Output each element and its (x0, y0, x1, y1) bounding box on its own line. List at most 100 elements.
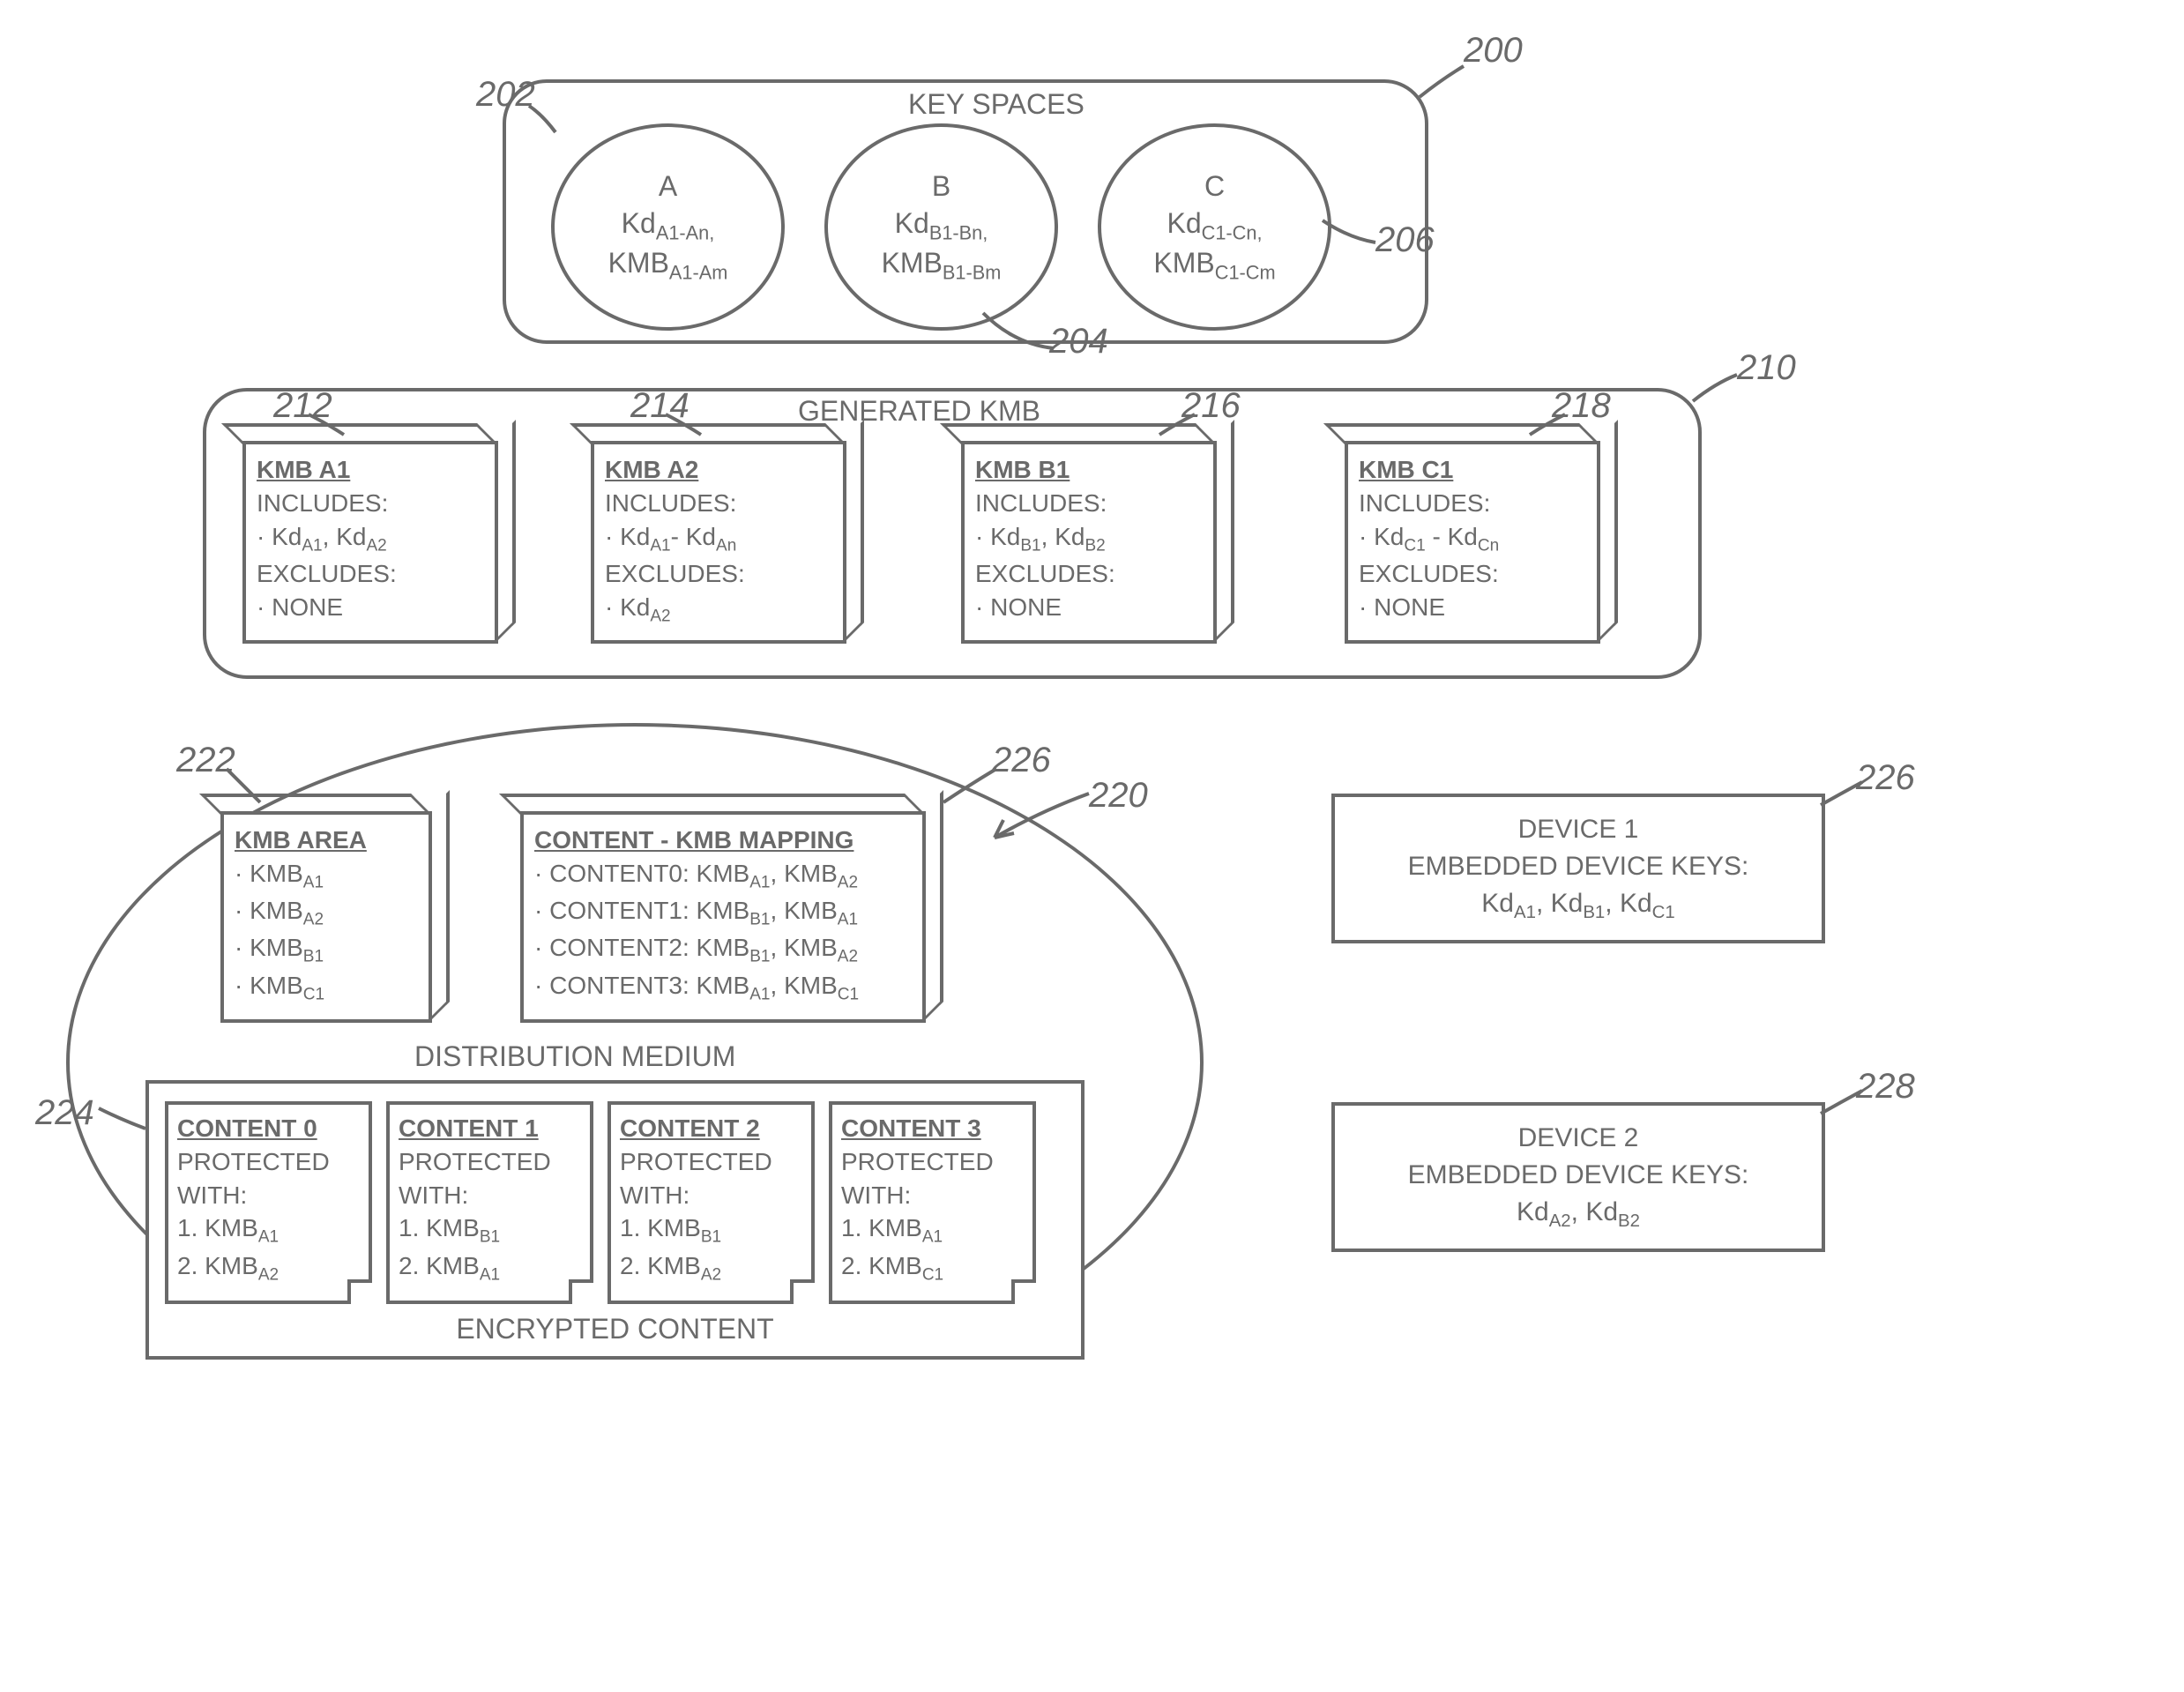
content-3-b: 2. KMBC1 (841, 1249, 1024, 1286)
leader-226a (939, 767, 1001, 807)
kmb-a2-box: KMB A2 INCLUDES: · KdA1- KdAn EXCLUDES: … (591, 423, 864, 644)
content-2-p: PROTECTED (620, 1145, 802, 1179)
content-3-w: WITH: (841, 1179, 1024, 1212)
kmb-a2-title: KMB A2 (605, 453, 832, 487)
kmb-area-i0: · KMBA1 (235, 857, 418, 894)
device-2-keys: KdA2, KdB2 (1361, 1194, 1795, 1234)
kmb-area-i2: · KMBB1 (235, 931, 418, 968)
distribution-title: DISTRIBUTION MEDIUM (414, 1040, 735, 1073)
content-1-w: WITH: (399, 1179, 581, 1212)
kmb-a1-inc: INCLUDES: (257, 487, 484, 520)
keyspace-b-line1: KdB1-Bn, (895, 205, 988, 246)
kmb-a1-i1: · KdA1, KdA2 (257, 520, 484, 557)
keyspace-c: C KdC1-Cn, KMBC1-Cm (1098, 123, 1331, 331)
kmb-b1-i1: · KdB1, KdB2 (975, 520, 1203, 557)
keyspace-c-line2: KMBC1-Cm (1153, 245, 1275, 286)
kmb-b1-title: KMB B1 (975, 453, 1203, 487)
map-r3: · CONTENT3: KMBA1, KMBC1 (534, 969, 912, 1006)
content-2-title: CONTENT 2 (620, 1112, 802, 1145)
content-3-title: CONTENT 3 (841, 1112, 1024, 1145)
content-1-b: 2. KMBA1 (399, 1249, 581, 1286)
map-r0: · CONTENT0: KMBA1, KMBA2 (534, 857, 912, 894)
kmb-a2-inc: INCLUDES: (605, 487, 832, 520)
content-3: CONTENT 3 PROTECTED WITH: 1. KMBA1 2. KM… (829, 1101, 1036, 1304)
leader-210 (1688, 370, 1741, 406)
kmb-area-title: KMB AREA (235, 824, 418, 857)
kmb-b1-exc: EXCLUDES: (975, 557, 1203, 591)
kmb-a1-title: KMB A1 (257, 453, 484, 487)
kmb-a2-e1: · KdA2 (605, 591, 832, 628)
content-map-title: CONTENT - KMB MAPPING (534, 824, 912, 857)
leader-228 (1816, 1089, 1865, 1115)
ref-220: 220 (1089, 776, 1148, 816)
leader-206 (1318, 216, 1380, 251)
kmb-c1-i1: · KdC1 - KdCn (1359, 520, 1586, 557)
device-2-label: EMBEDDED DEVICE KEYS: (1361, 1157, 1795, 1194)
kmb-c1-box: KMB C1 INCLUDES: · KdC1 - KdCn EXCLUDES:… (1345, 423, 1618, 644)
kmb-area-i1: · KMBA2 (235, 894, 418, 931)
leader-200 (1415, 62, 1468, 101)
kmb-c1-title: KMB C1 (1359, 453, 1586, 487)
content-0-title: CONTENT 0 (177, 1112, 360, 1145)
kmb-b1-box: KMB B1 INCLUDES: · KdB1, KdB2 EXCLUDES: … (961, 423, 1234, 644)
content-map-box: CONTENT - KMB MAPPING · CONTENT0: KMBA1,… (520, 794, 943, 1014)
content-0-a: 1. KMBA1 (177, 1211, 360, 1249)
kmb-b1-e1: · NONE (975, 591, 1203, 628)
leader-224 (97, 1107, 150, 1133)
leader-226b (1816, 780, 1865, 807)
keyspace-a: A KdA1-An, KMBA1-Am (551, 123, 785, 331)
ref-204: 204 (1049, 322, 1108, 362)
keyspace-a-line2: KMBA1-Am (608, 245, 728, 286)
ref-226b: 226 (1856, 758, 1915, 798)
encrypted-title: ENCRYPTED CONTENT (165, 1313, 1065, 1345)
kmb-c1-inc: INCLUDES: (1359, 487, 1586, 520)
leader-204 (979, 309, 1058, 353)
keyspace-b: B KdB1-Bn, KMBB1-Bm (824, 123, 1058, 331)
keyspace-c-line1: KdC1-Cn, (1167, 205, 1262, 246)
map-r1: · CONTENT1: KMBB1, KMBA1 (534, 894, 912, 931)
device-1-label: EMBEDDED DEVICE KEYS: (1361, 848, 1795, 885)
leader-222 (225, 767, 269, 807)
kmb-a2-i1: · KdA1- KdAn (605, 520, 832, 557)
device-1-title: DEVICE 1 (1361, 811, 1795, 848)
encrypted-content-box: CONTENT 0 PROTECTED WITH: 1. KMBA1 2. KM… (145, 1080, 1085, 1360)
content-0-b: 2. KMBA2 (177, 1249, 360, 1286)
diagram-canvas: KEY SPACES A KdA1-An, KMBA1-Am B KdB1-Bn… (44, 44, 2140, 1648)
leader-214 (661, 410, 705, 436)
ref-224: 224 (35, 1093, 94, 1133)
keyspace-a-line1: KdA1-An, (622, 205, 715, 246)
device-1: DEVICE 1 EMBEDDED DEVICE KEYS: KdA1, KdB… (1331, 794, 1825, 943)
kmb-b1-inc: INCLUDES: (975, 487, 1203, 520)
content-2: CONTENT 2 PROTECTED WITH: 1. KMBB1 2. KM… (607, 1101, 815, 1304)
kmb-c1-e1: · NONE (1359, 591, 1586, 628)
keyspace-b-name: B (932, 168, 950, 205)
kmb-area-box: KMB AREA · KMBA1 · KMBA2 · KMBB1 · KMBC1 (220, 794, 450, 1014)
keyspace-c-name: C (1204, 168, 1225, 205)
content-0-w: WITH: (177, 1179, 360, 1212)
kmb-c1-exc: EXCLUDES: (1359, 557, 1586, 591)
kmb-a1-e1: · NONE (257, 591, 484, 628)
device-2-title: DEVICE 2 (1361, 1120, 1795, 1157)
ref-202: 202 (476, 75, 535, 115)
keyspace-a-name: A (659, 168, 677, 205)
ref-200: 200 (1464, 31, 1523, 71)
ref-226a: 226 (992, 741, 1051, 780)
content-2-a: 1. KMBB1 (620, 1211, 802, 1249)
content-1-p: PROTECTED (399, 1145, 581, 1179)
kmb-a1-exc: EXCLUDES: (257, 557, 484, 591)
content-1: CONTENT 1 PROTECTED WITH: 1. KMBB1 2. KM… (386, 1101, 593, 1304)
content-3-a: 1. KMBA1 (841, 1211, 1024, 1249)
leader-216 (1155, 410, 1199, 436)
device-1-keys: KdA1, KdB1, KdC1 (1361, 885, 1795, 926)
leader-202 (529, 97, 582, 141)
content-0-p: PROTECTED (177, 1145, 360, 1179)
content-1-a: 1. KMBB1 (399, 1211, 581, 1249)
ref-210: 210 (1737, 348, 1796, 388)
ref-228: 228 (1856, 1067, 1915, 1107)
ref-206: 206 (1375, 220, 1435, 260)
content-1-title: CONTENT 1 (399, 1112, 581, 1145)
kmb-a1-box: KMB A1 INCLUDES: · KdA1, KdA2 EXCLUDES: … (242, 423, 516, 644)
keyspace-b-line2: KMBB1-Bm (882, 245, 1002, 286)
leader-212 (304, 410, 348, 436)
content-0: CONTENT 0 PROTECTED WITH: 1. KMBA1 2. KM… (165, 1101, 372, 1304)
